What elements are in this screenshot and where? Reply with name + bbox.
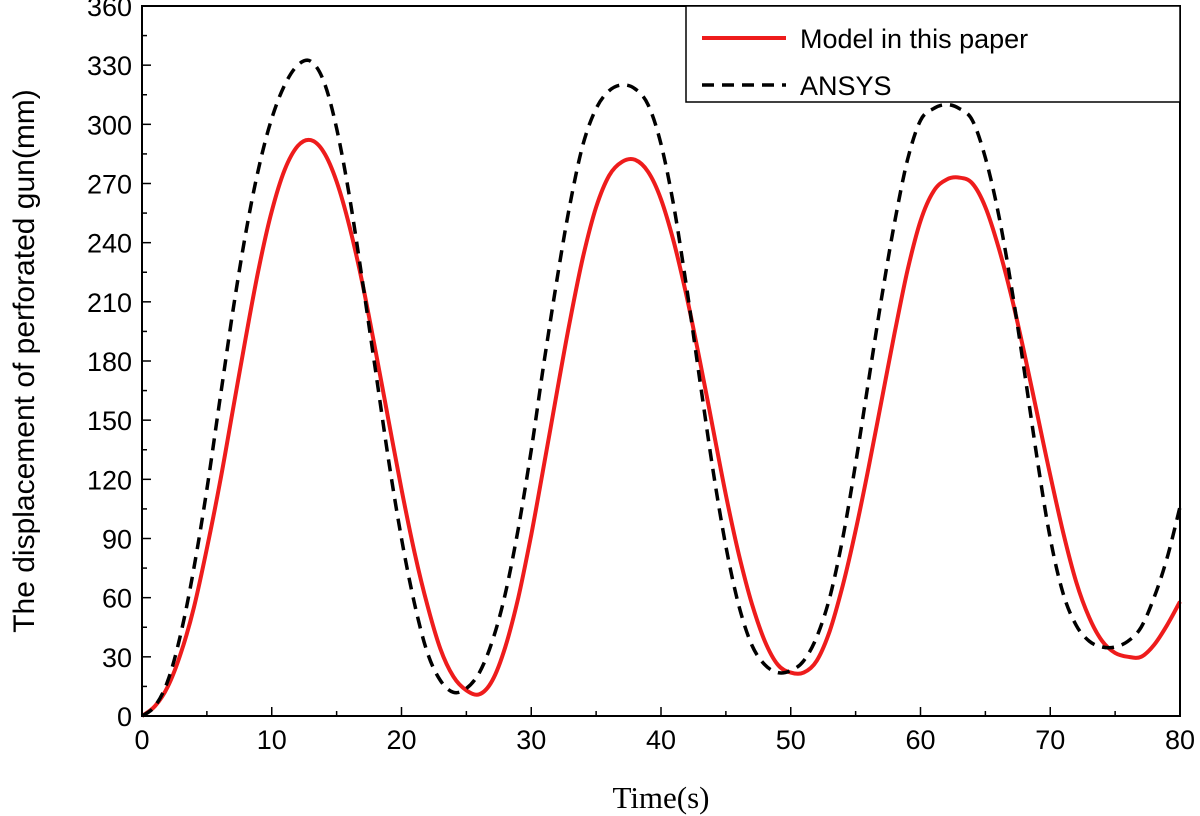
x-tick-label: 30 xyxy=(516,725,546,755)
series-line-model xyxy=(140,137,1182,718)
legend-label-ansys: ANSYS xyxy=(800,71,892,101)
x-tick-label: 80 xyxy=(1165,725,1195,755)
y-tick-label: 90 xyxy=(102,525,132,555)
series-lines xyxy=(140,58,1182,718)
y-axis-title: The displacement of perforated gun(mm) xyxy=(8,89,41,633)
y-tick-label: 120 xyxy=(87,465,132,495)
y-tick-label: 330 xyxy=(87,51,132,81)
y-tick-label: 150 xyxy=(87,406,132,436)
x-tick-label: 20 xyxy=(386,725,416,755)
x-tick-label: 70 xyxy=(1035,725,1065,755)
x-tick-label: 10 xyxy=(257,725,287,755)
y-tick-label: 0 xyxy=(117,702,132,732)
legend-box xyxy=(685,5,1181,103)
y-tick-label: 180 xyxy=(87,347,132,377)
axis-tick-labels: 0 10 20 30 40 50 60 70 80 0 30 60 90 120 150 180 210 240 2… xyxy=(87,0,1195,755)
x-tick-label: 0 xyxy=(134,725,149,755)
x-axis-title: Time(s) xyxy=(612,780,709,815)
y-tick-label: 360 xyxy=(87,0,132,22)
y-tick-label: 30 xyxy=(102,643,132,673)
series-line-ansys xyxy=(140,58,1182,718)
plot-frame xyxy=(141,5,1181,717)
y-tick-label: 270 xyxy=(87,170,132,200)
legend: Model in this paper ANSYS xyxy=(685,5,1181,103)
x-tick-label: 60 xyxy=(905,725,935,755)
y-tick-label: 60 xyxy=(102,584,132,614)
legend-label-model: Model in this paper xyxy=(800,24,1028,54)
y-tick-label: 210 xyxy=(87,288,132,318)
y-tick-label: 300 xyxy=(87,110,132,140)
y-tick-label: 240 xyxy=(87,229,132,259)
x-tick-label: 50 xyxy=(776,725,806,755)
x-tick-label: 40 xyxy=(646,725,676,755)
